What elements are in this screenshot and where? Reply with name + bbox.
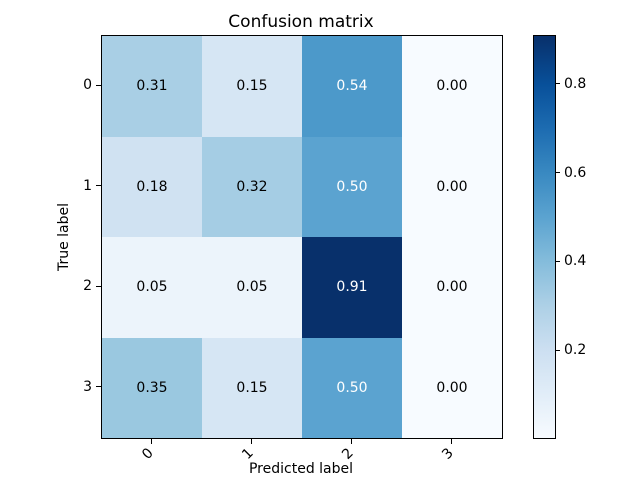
colorbar bbox=[533, 35, 556, 439]
heatmap-cell: 0.35 bbox=[102, 337, 202, 438]
y-tick-label: 1 bbox=[83, 177, 92, 194]
colorbar-tick-label: 0.2 bbox=[564, 342, 587, 359]
heatmap-cell: 0.54 bbox=[302, 36, 402, 137]
colorbar-tick-mark bbox=[556, 172, 560, 174]
y-axis-label: True label bbox=[56, 202, 72, 272]
y-tick-mark bbox=[96, 84, 101, 86]
y-tick-label: 3 bbox=[83, 378, 92, 395]
heatmap-cell: 0.05 bbox=[102, 237, 202, 338]
heatmap-cell: 0.91 bbox=[302, 237, 402, 338]
heatmap-cell: 0.15 bbox=[202, 36, 302, 137]
y-tick-mark bbox=[96, 285, 101, 287]
y-tick-mark bbox=[96, 185, 101, 187]
heatmap-cell: 0.15 bbox=[202, 337, 302, 438]
x-tick-mark bbox=[351, 439, 352, 444]
heatmap-cell: 0.31 bbox=[102, 36, 202, 137]
y-tick-mark bbox=[96, 386, 101, 388]
heatmap-cell: 0.00 bbox=[402, 36, 502, 137]
colorbar-tick-label: 0.6 bbox=[564, 164, 587, 181]
x-tick-mark bbox=[151, 439, 152, 444]
colorbar-tick-mark bbox=[556, 260, 560, 262]
colorbar-tick-label: 0.8 bbox=[564, 75, 587, 92]
heatmap-cell: 0.18 bbox=[102, 136, 202, 237]
heatmap-cell: 0.32 bbox=[202, 136, 302, 237]
heatmap-axes: 0.31 0.15 0.54 0.00 0.18 0.32 0.50 0.00 0.05 0.05… bbox=[101, 35, 503, 439]
x-tick-mark bbox=[251, 439, 252, 444]
heatmap-cell: 0.00 bbox=[402, 337, 502, 438]
chart-title: Confusion matrix bbox=[228, 12, 374, 32]
colorbar-tick-mark bbox=[556, 349, 560, 351]
y-tick-label: 2 bbox=[83, 278, 92, 295]
y-tick-label: 0 bbox=[83, 77, 92, 94]
x-axis-label: Predicted label bbox=[248, 461, 354, 477]
heatmap-cell: 0.50 bbox=[302, 136, 402, 237]
x-tick-mark bbox=[451, 439, 452, 444]
colorbar-tick-label: 0.4 bbox=[564, 253, 587, 270]
colorbar-tick-mark bbox=[556, 83, 560, 85]
colorbar-gradient bbox=[534, 36, 555, 438]
heatmap-cell: 0.00 bbox=[402, 136, 502, 237]
heatmap-cell: 0.00 bbox=[402, 237, 502, 338]
heatmap-cell: 0.50 bbox=[302, 337, 402, 438]
heatmap-grid: 0.31 0.15 0.54 0.00 0.18 0.32 0.50 0.00 0.05 0.05… bbox=[102, 36, 502, 438]
heatmap-cell: 0.05 bbox=[202, 237, 302, 338]
